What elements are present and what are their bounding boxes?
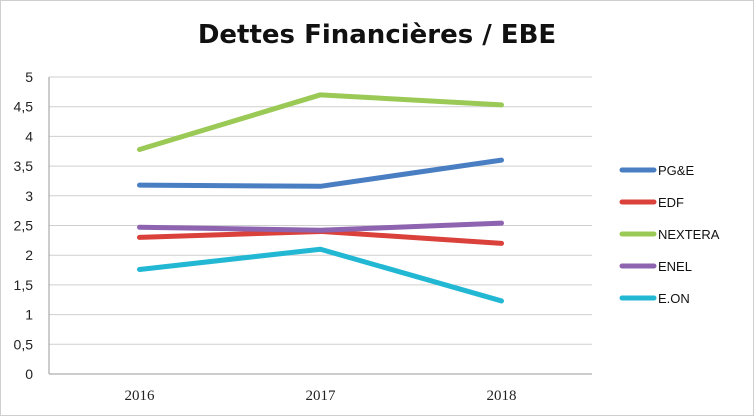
y-tick-label: 1,5 xyxy=(14,277,34,293)
legend-label: EDF xyxy=(658,195,684,210)
series-line-pg-e xyxy=(137,157,504,189)
y-tick-label: 0,5 xyxy=(14,336,34,352)
y-tick-label: 3,5 xyxy=(14,158,34,174)
y-tick-label: 2 xyxy=(25,247,33,263)
legend-label: NEXTERA xyxy=(658,227,720,242)
x-tick-label: 2016 xyxy=(125,388,156,404)
chart-title: Dettes Financières / EBE xyxy=(197,20,557,50)
legend: PG&E EDF NEXTERA ENEL E.ON xyxy=(619,163,720,306)
y-tick-label: 5 xyxy=(25,69,33,85)
y-tick-label: 3 xyxy=(25,188,33,204)
y-axis-ticks: 0 0,5 1 1,5 2 2,5 3 3,5 4 4,5 5 xyxy=(14,69,34,382)
series-line-e-on xyxy=(137,246,504,304)
series-lines xyxy=(137,92,504,304)
gridlines xyxy=(48,76,592,375)
legend-label: PG&E xyxy=(658,163,694,178)
series-line-nextera xyxy=(137,92,504,152)
x-tick-label: 2017 xyxy=(306,388,337,404)
x-tick-label: 2018 xyxy=(487,388,517,404)
y-tick-label: 1 xyxy=(25,307,33,323)
legend-label: ENEL xyxy=(658,259,692,274)
y-tick-label: 4,5 xyxy=(14,99,34,115)
y-tick-label: 2,5 xyxy=(14,218,34,234)
series-line-edf xyxy=(137,228,504,246)
legend-label: E.ON xyxy=(658,291,690,306)
y-tick-label: 4 xyxy=(25,128,33,144)
x-axis-ticks: 2016 2017 2018 xyxy=(125,388,517,404)
series-line-enel xyxy=(137,220,504,233)
y-tick-label: 0 xyxy=(25,366,33,382)
